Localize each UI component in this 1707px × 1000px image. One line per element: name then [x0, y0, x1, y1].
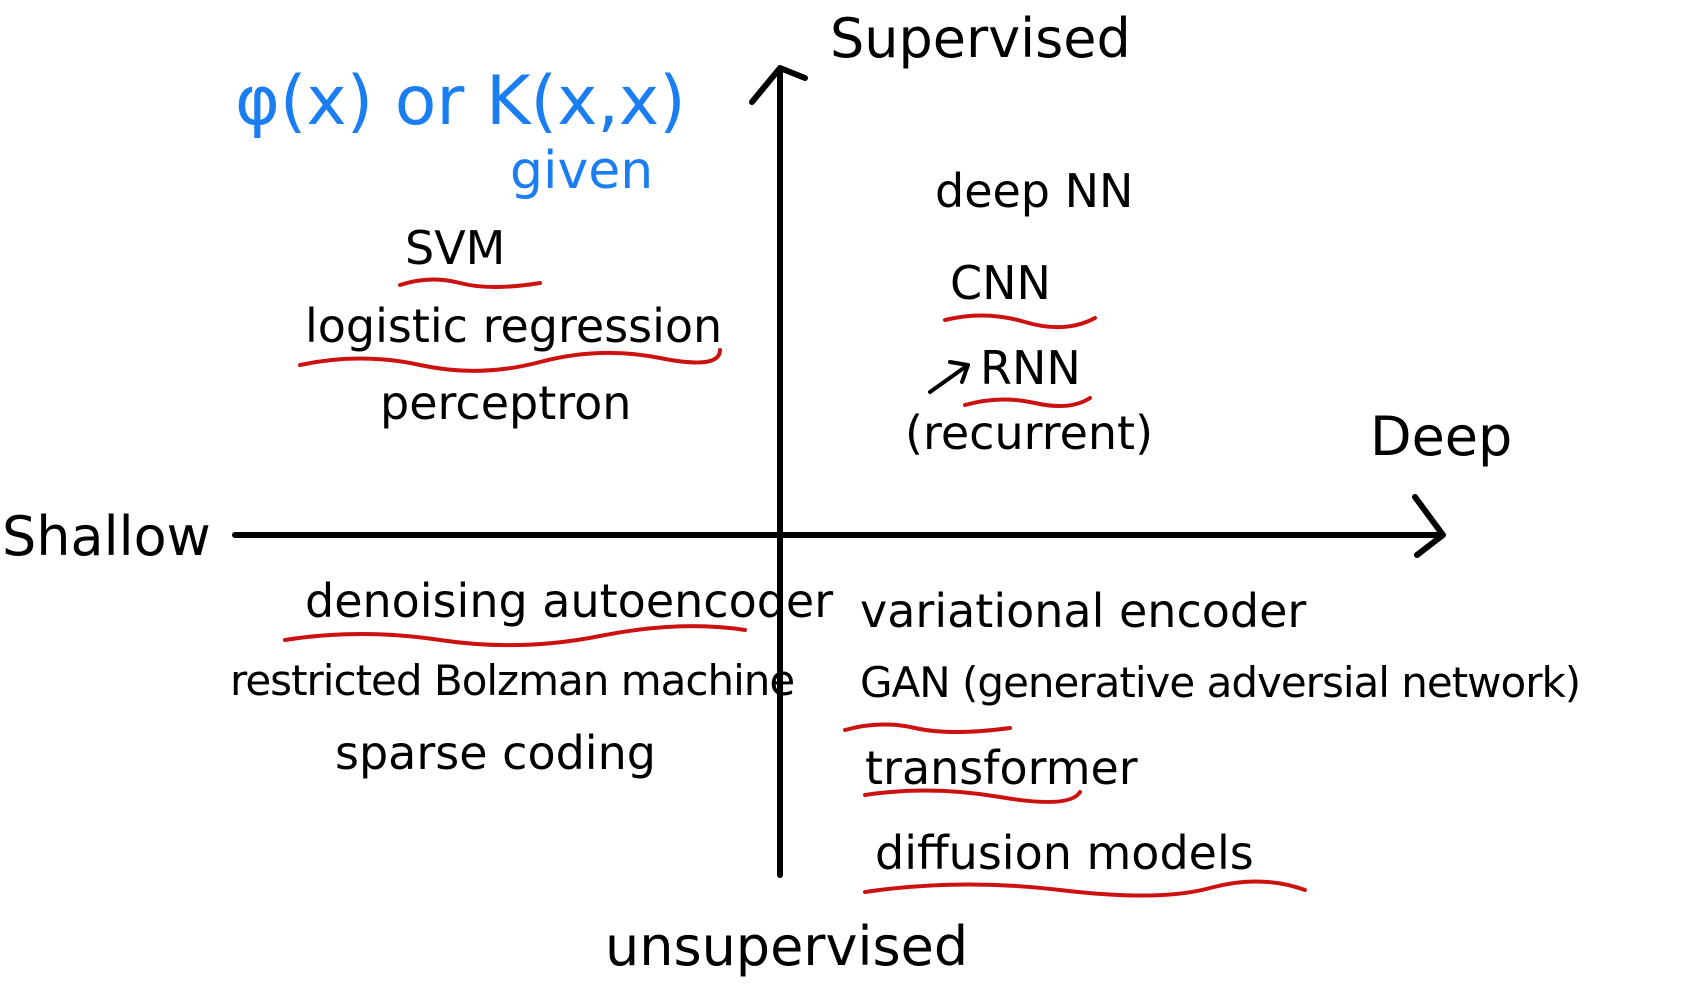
item-cnn: CNN [950, 256, 1051, 310]
underline-logistic-regression [298, 348, 722, 373]
underline-transformer [863, 788, 1082, 804]
underline-gan [843, 722, 1012, 734]
underline-diffusion-models [863, 879, 1307, 898]
axis-label-bottom: unsupervised [605, 915, 969, 978]
axis-label-right: Deep [1370, 405, 1513, 468]
item-deep-nn: deep NN [935, 164, 1134, 218]
up-arrowhead [749, 65, 808, 105]
right-arrowhead [1412, 494, 1446, 558]
item-recurrent: (recurrent) [905, 406, 1154, 460]
item-denoising-autoencoder: denoising autoencoder [305, 574, 834, 628]
item-rnn: RNN [980, 341, 1081, 395]
item-svm: SVM [405, 221, 506, 275]
item-restricted-bolzman-machine: restricted Bolzman machine [230, 656, 795, 705]
axis-label-left: Shallow [2, 505, 211, 568]
item-gan: GAN (generative adversial network) [860, 658, 1581, 707]
underline-denoising-autoencoder [283, 624, 747, 648]
note-line-2: given [510, 141, 654, 201]
item-sparse-coding: sparse coding [335, 726, 656, 780]
underline-cnn [943, 313, 1097, 330]
item-diffusion-models: diffusion models [875, 826, 1254, 880]
item-logistic-regression: logistic regression [305, 299, 723, 353]
underline-svm [398, 277, 542, 289]
axis-label-top: Supervised [830, 7, 1131, 70]
item-perceptron: perceptron [380, 376, 632, 430]
item-variational-encoder: variational encoder [860, 584, 1307, 638]
arrow-to-rnn [928, 360, 970, 394]
underline-rnn [963, 396, 1092, 409]
item-transformer: transformer [865, 741, 1138, 795]
note-line-1: φ(x) or K(x,x) [235, 62, 686, 141]
